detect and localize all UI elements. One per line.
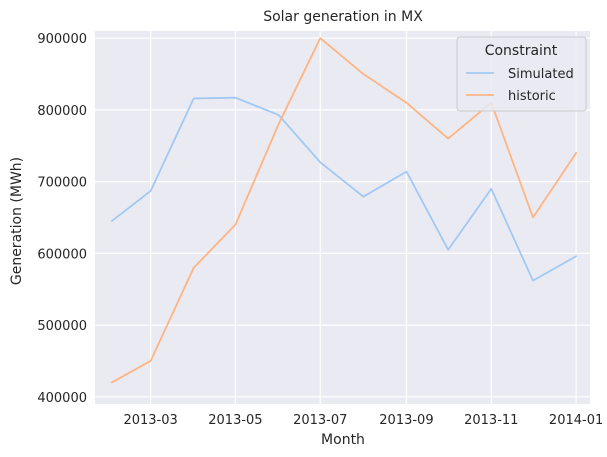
x-tick-label: 2013-09: [379, 413, 433, 428]
x-tick-label: 2013-11: [464, 413, 518, 428]
y-tick-label: 900000: [37, 32, 87, 47]
y-tick-label: 500000: [37, 319, 87, 334]
x-axis-label: Month: [321, 432, 365, 448]
legend-title: Constraint: [485, 43, 558, 59]
grid: [95, 31, 590, 404]
y-tick-label: 700000: [37, 176, 87, 191]
y-tick-label: 800000: [37, 104, 87, 119]
series-line-historic: [110, 37, 577, 384]
y-axis: 400000 500000 600000 700000 800000 900000: [37, 32, 87, 406]
chart-title: Solar generation in MX: [263, 9, 423, 25]
x-tick-label: 2014-01: [549, 413, 603, 428]
legend-label-historic: historic: [508, 89, 556, 104]
y-tick-label: 600000: [37, 247, 87, 262]
x-axis: 2013-03 2013-05 2013-07 2013-09 2013-11 2014-…: [123, 413, 603, 428]
series-layer: [110, 37, 577, 384]
y-tick-label: 400000: [37, 391, 87, 406]
x-tick-label: 2013-07: [293, 413, 347, 428]
series-line-simulated: [110, 96, 577, 282]
legend: Constraint Simulated historic: [456, 36, 587, 112]
legend-box: [456, 36, 587, 112]
x-tick-label: 2013-05: [208, 413, 262, 428]
y-axis-label: Generation (MWh): [9, 157, 25, 285]
x-tick-label: 2013-03: [123, 413, 177, 428]
legend-label-simulated: Simulated: [508, 67, 574, 82]
